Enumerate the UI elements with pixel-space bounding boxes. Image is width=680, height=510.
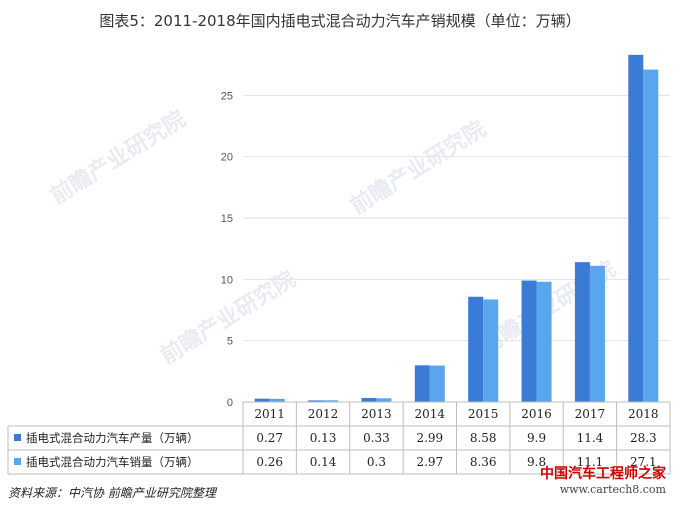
x-tick-label: 2014 — [415, 407, 446, 421]
bar-sales-2017 — [589, 265, 605, 402]
grid-lines — [243, 94, 670, 403]
legend-label: 插电式混合动力汽车产量（万辆） — [26, 431, 199, 445]
y-tick-label: 15 — [221, 213, 233, 225]
data-label: 0.13 — [310, 431, 337, 445]
x-tick-label: 2012 — [308, 407, 339, 421]
data-label: 8.36 — [470, 455, 497, 469]
logo-line2: www.cartech8.com — [559, 483, 666, 496]
logo-line1: 中国汽车工程师之家 — [540, 466, 666, 482]
data-label: 8.58 — [470, 431, 497, 445]
y-tick-label: 10 — [221, 274, 233, 286]
data-label: 2.99 — [416, 431, 443, 445]
bar-production-2012 — [308, 400, 324, 402]
bar-production-2014 — [414, 365, 430, 402]
bar-production-2013 — [361, 397, 377, 402]
data-label: 0.26 — [256, 455, 283, 469]
bar-production-2018 — [628, 54, 644, 402]
data-label: 28.3 — [630, 431, 657, 445]
bars — [254, 54, 659, 402]
x-tick-label: 2011 — [254, 407, 285, 421]
data-label: 0.14 — [310, 455, 337, 469]
legend-swatch — [14, 434, 21, 441]
data-label: 9.8 — [527, 455, 546, 469]
bar-sales-2015 — [483, 299, 499, 402]
data-table: 2011 2012 2013 2014 2015 2016 2017 2018 插电式混合动力汽… — [7, 401, 671, 475]
source-note: 资料来源：中汽协 前瞻产业研究院整理 — [8, 486, 216, 500]
bar-production-2015 — [468, 296, 484, 402]
legend-label: 插电式混合动力汽车销量（万辆） — [26, 455, 199, 469]
bar-sales-2011 — [269, 398, 285, 402]
legend-swatch — [14, 458, 21, 465]
y-axis-ticks: 0 5 10 15 20 25 — [221, 90, 233, 409]
bar-production-2016 — [521, 280, 537, 402]
chart-title: 图表5：2011-2018年国内插电式混合动力汽车产销规模（单位：万辆） — [99, 12, 581, 30]
data-label: 11.1 — [577, 455, 604, 469]
y-tick-label: 25 — [221, 90, 233, 102]
data-label: 0.33 — [363, 431, 390, 445]
bar-sales-2012 — [323, 400, 339, 402]
x-tick-label: 2018 — [628, 407, 659, 421]
bar-sales-2018 — [643, 69, 659, 402]
data-label: 0.27 — [256, 431, 283, 445]
data-label: 9.9 — [527, 431, 546, 445]
bar-sales-2016 — [536, 281, 552, 402]
data-label: 27.1 — [630, 455, 657, 469]
bar-sales-2013 — [376, 398, 392, 402]
y-tick-label: 5 — [227, 336, 233, 348]
data-label: 2.97 — [416, 455, 443, 469]
x-tick-label: 2016 — [521, 407, 552, 421]
x-tick-label: 2017 — [575, 407, 606, 421]
x-tick-label: 2015 — [468, 407, 499, 421]
bar-production-2017 — [574, 262, 590, 402]
data-label: 11.4 — [577, 431, 604, 445]
data-label: 0.3 — [367, 455, 386, 469]
bar-production-2011 — [254, 398, 270, 402]
bar-sales-2014 — [429, 365, 445, 402]
y-tick-label: 0 — [227, 397, 233, 409]
y-tick-label: 20 — [221, 152, 233, 164]
x-tick-label: 2013 — [361, 407, 392, 421]
site-logo-watermark: 中国汽车工程师之家 www.cartech8.com — [540, 466, 666, 498]
